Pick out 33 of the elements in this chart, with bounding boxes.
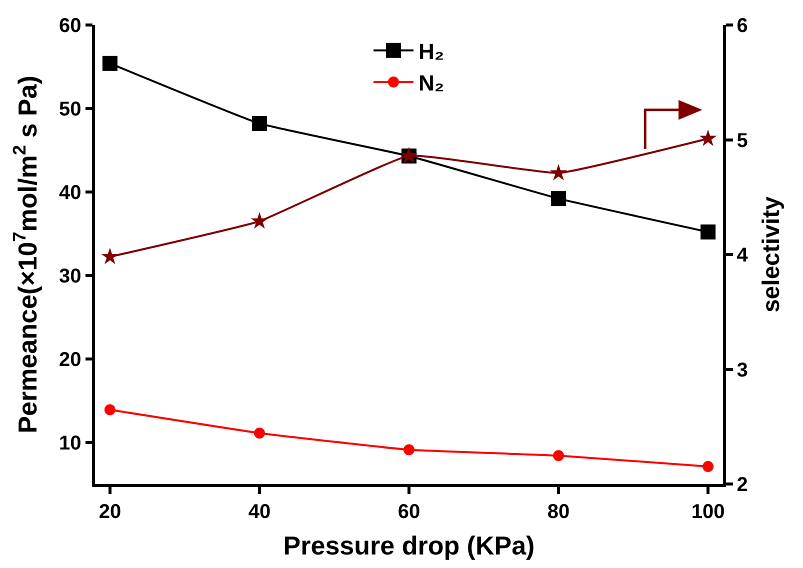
y2-tick-label: 4 <box>736 244 749 266</box>
point <box>104 404 116 416</box>
y-tick-label: 50 <box>59 98 82 120</box>
point <box>404 444 414 456</box>
point <box>252 116 267 131</box>
point <box>254 428 265 439</box>
y2-axis-title: selectivity <box>758 196 786 313</box>
x-tick-label: 60 <box>398 500 420 523</box>
y-tick-label: 60 <box>59 15 82 37</box>
x-tick-label: 100 <box>691 500 725 523</box>
point <box>101 248 119 264</box>
y2-tick-label: 3 <box>736 359 748 382</box>
point <box>553 450 564 462</box>
point <box>102 56 118 71</box>
x-tick-label: 40 <box>248 500 271 523</box>
x-tick-label: 80 <box>547 500 570 523</box>
y-tick-label: 20 <box>59 348 82 371</box>
point <box>700 224 716 240</box>
point <box>550 164 568 180</box>
y-tick-label: 10 <box>59 432 82 454</box>
y2-tick-label: 2 <box>736 474 748 496</box>
point <box>250 212 268 229</box>
legend-label: H₂ <box>418 38 444 64</box>
point <box>699 130 717 146</box>
y2-tick-label: 6 <box>736 15 748 37</box>
legend-label: N₂ <box>418 70 444 96</box>
x-axis-title: Pressure drop (KPa) <box>283 530 535 560</box>
x-tick-label: 20 <box>98 500 122 523</box>
y-tick-label: 40 <box>59 182 82 204</box>
point <box>551 191 566 206</box>
point <box>702 460 714 472</box>
y2-tick-label: 5 <box>736 130 748 152</box>
y-tick-label: 30 <box>59 265 82 288</box>
